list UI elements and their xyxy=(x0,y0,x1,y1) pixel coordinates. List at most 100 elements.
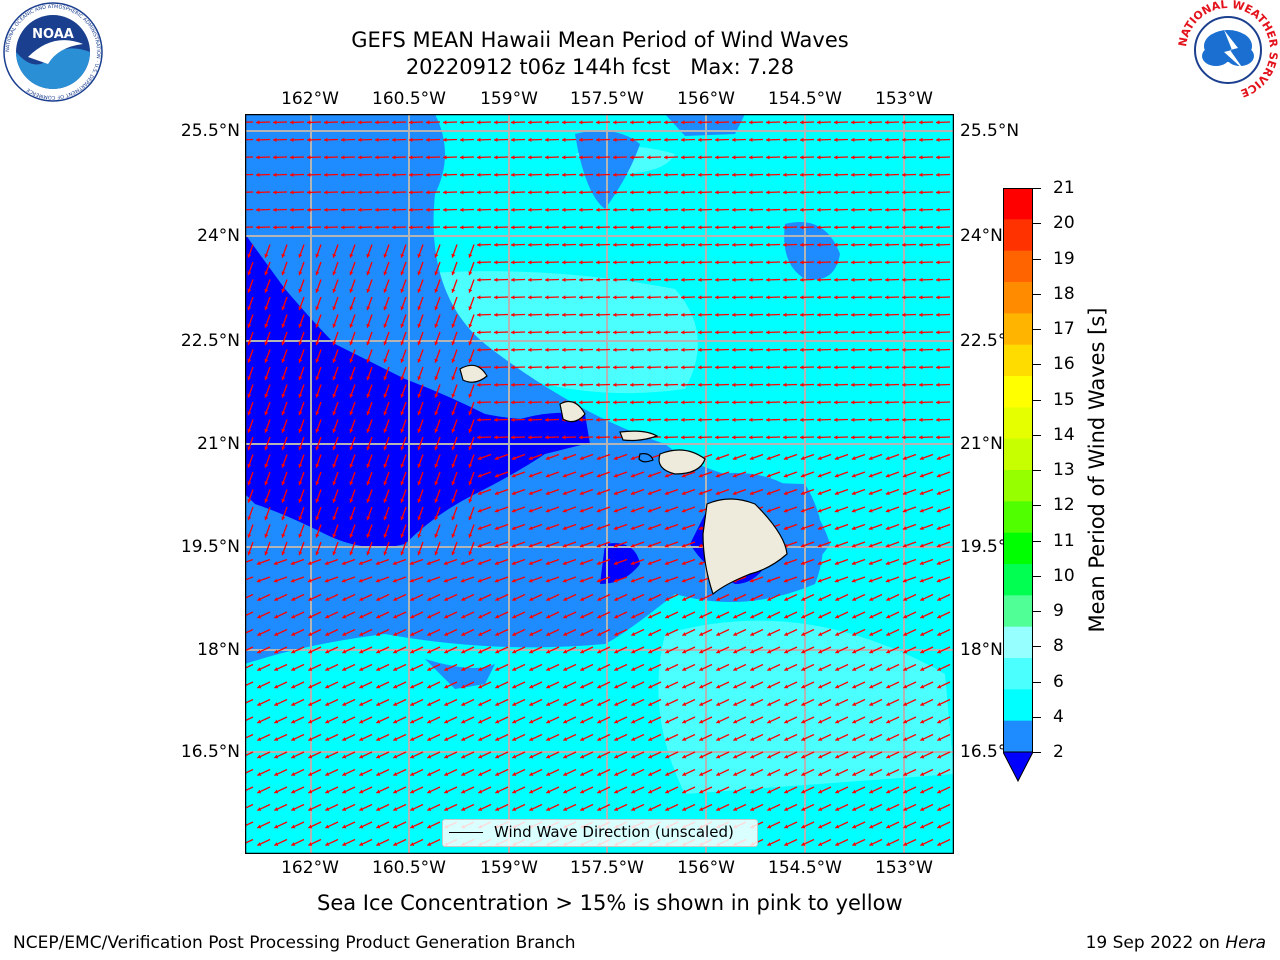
wind-arrow-head xyxy=(443,561,448,566)
wind-arrow-head xyxy=(834,155,838,160)
wind-arrow-head xyxy=(834,382,838,387)
wind-arrow-head xyxy=(511,473,516,478)
wind-arrow-head xyxy=(546,684,551,689)
wind-arrow-head xyxy=(817,491,822,496)
wind-arrow-head xyxy=(750,737,755,741)
wind-arrow-head xyxy=(359,754,364,759)
wind-arrow-head xyxy=(291,772,296,776)
wind-arrow-head xyxy=(383,358,388,363)
wind-arrow-head xyxy=(784,737,789,741)
wind-arrow-head xyxy=(410,772,415,776)
wind-arrow-head xyxy=(647,242,651,247)
wind-arrow-head xyxy=(410,597,415,601)
wind-arrow-head xyxy=(869,684,874,689)
wind-arrow-head xyxy=(315,323,320,328)
wind-arrow-head xyxy=(784,789,789,794)
wind-arrow-head xyxy=(936,120,940,125)
wind-arrow-head xyxy=(749,225,753,230)
wind-arrow-head xyxy=(902,172,906,177)
wind-arrow-head xyxy=(919,456,924,461)
wind-arrow-head xyxy=(495,667,500,671)
wind-arrow-head xyxy=(562,225,566,230)
wind-arrow-head xyxy=(868,330,872,335)
wind-arrow-head xyxy=(681,473,686,478)
wind-arrow-head xyxy=(545,225,549,230)
wind-arrow-head xyxy=(579,561,584,566)
wind-arrow-head xyxy=(308,772,313,776)
wind-arrow-head xyxy=(749,435,753,440)
wind-arrow-head xyxy=(511,172,515,177)
wind-arrow-head xyxy=(257,719,262,724)
wind-arrow-head xyxy=(256,155,260,160)
wind-arrow-head xyxy=(835,772,840,776)
wind-arrow-head xyxy=(511,120,515,125)
wind-arrow-head xyxy=(851,242,855,247)
wind-arrow-head xyxy=(359,807,364,811)
wind-arrow-head xyxy=(307,207,311,212)
wind-arrow-head xyxy=(630,155,634,160)
wind-arrow-head xyxy=(359,772,364,776)
wind-arrow-head xyxy=(563,614,568,619)
wind-arrow-head xyxy=(468,271,473,276)
wind-arrow-head xyxy=(562,312,566,317)
wind-arrow-head xyxy=(937,737,942,741)
wind-arrow-head xyxy=(851,435,855,440)
wind-arrow-head xyxy=(936,190,940,195)
wind-arrow-head xyxy=(767,597,772,601)
wind-arrow-head xyxy=(920,632,925,636)
wind-arrow-head xyxy=(376,667,381,671)
wind-arrow-head xyxy=(562,242,566,247)
island-lanai xyxy=(638,453,654,463)
wind-arrow-head xyxy=(451,551,456,556)
wind-arrow-head xyxy=(308,684,313,689)
lat-label-left: 24°N xyxy=(197,226,240,246)
wind-arrow-head xyxy=(511,491,516,496)
wind-arrow-head xyxy=(307,137,311,142)
wind-arrow-head xyxy=(937,772,942,776)
wind-arrow-head xyxy=(580,649,585,654)
wind-arrow-head xyxy=(461,649,466,654)
wind-arrow-head xyxy=(920,807,925,811)
wind-arrow-head xyxy=(563,754,568,759)
wind-arrow-head xyxy=(817,242,821,247)
colorbar-tick-label: 9 xyxy=(1053,601,1064,621)
wind-arrow-head xyxy=(885,526,890,531)
wind-arrow-head xyxy=(545,190,549,195)
wind-arrow-head xyxy=(852,614,857,619)
colorbar-segment xyxy=(1003,595,1033,628)
wind-arrow-head xyxy=(529,754,534,759)
wind-arrow-head xyxy=(468,358,473,363)
wind-arrow-head xyxy=(647,365,651,370)
wind-arrow-head xyxy=(580,789,585,794)
wind-arrow-head xyxy=(332,288,337,293)
wind-arrow-head xyxy=(477,417,481,422)
wind-arrow-head xyxy=(410,719,415,724)
wind-arrow-head xyxy=(349,393,354,398)
colorbar-segment xyxy=(1003,470,1033,502)
wind-arrow-head xyxy=(332,358,337,363)
wind-arrow-head xyxy=(818,649,823,654)
wind-arrow-head xyxy=(851,473,856,478)
wind-arrow-head xyxy=(562,347,566,352)
wind-arrow-head xyxy=(868,417,872,422)
wind-arrow-head xyxy=(800,473,805,478)
wind-arrow-head xyxy=(732,137,736,142)
wind-arrow-head xyxy=(749,207,753,212)
wind-arrow-head xyxy=(613,382,617,387)
wind-arrow-head xyxy=(902,508,907,513)
wind-arrow-head xyxy=(529,719,534,724)
wind-arrow-head xyxy=(766,295,770,300)
wind-arrow-head xyxy=(477,120,481,125)
lon-label-top: 160.5°W xyxy=(372,89,446,109)
wind-arrow-head xyxy=(349,551,354,556)
wind-arrow-head xyxy=(444,667,449,671)
wind-arrow-head xyxy=(545,456,550,461)
wind-arrow-head xyxy=(580,754,585,759)
wind-arrow-head xyxy=(596,365,600,370)
wind-arrow-head xyxy=(920,719,925,724)
wind-arrow-head xyxy=(783,190,787,195)
wind-arrow-head xyxy=(257,667,262,671)
wind-arrow-head xyxy=(392,207,396,212)
wind-arrow-head xyxy=(417,288,422,293)
wind-arrow-head xyxy=(274,772,279,776)
